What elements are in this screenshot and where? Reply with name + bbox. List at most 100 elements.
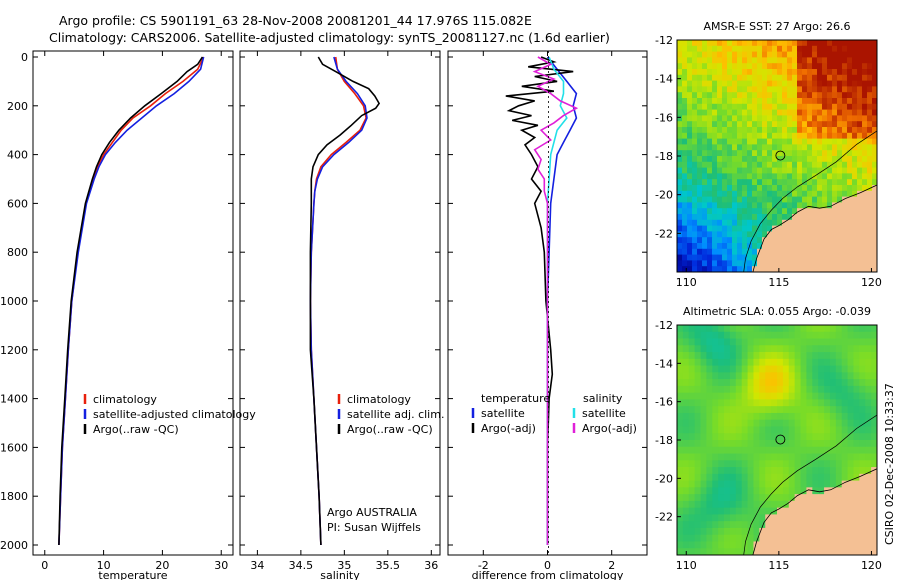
sla_map-cell — [859, 419, 866, 427]
sla_map-cell — [806, 548, 813, 555]
sla_map-cell — [771, 358, 778, 366]
sst_map-cell — [792, 150, 798, 157]
sst_map-cell — [822, 219, 828, 226]
sla_map-cell — [800, 352, 807, 360]
sst_map-cell — [767, 127, 773, 134]
sst_map-cell — [697, 127, 703, 134]
sla_map-cell — [694, 419, 701, 427]
sla_map-cell — [818, 514, 825, 522]
sla_map-cell — [706, 345, 713, 353]
sla_map-cell — [700, 453, 707, 461]
sst_map-cell — [802, 150, 808, 157]
sla_map-cell — [782, 521, 790, 529]
sla_map-cell — [771, 426, 778, 434]
sla_map-cell — [753, 534, 760, 542]
sst_map-cell — [737, 109, 743, 116]
sst_map-cell — [762, 214, 768, 221]
sla_map-cell — [724, 494, 731, 502]
sst_map-cell — [812, 69, 818, 76]
sla_map-cell — [718, 365, 725, 373]
sst_map-cell — [737, 156, 743, 163]
sst_map-cell — [802, 161, 808, 168]
sla_map-cell — [829, 480, 837, 488]
sst_map-cell — [762, 109, 768, 116]
sla_map-cell — [835, 494, 843, 502]
sla_map-cell — [782, 412, 790, 421]
sst_map-cell — [757, 127, 763, 134]
sla_map-cell — [747, 494, 754, 502]
sla_map-cell — [677, 419, 684, 427]
sla_map-cell — [718, 541, 725, 549]
sla_map-cell — [747, 412, 754, 421]
sst_map-cell — [797, 185, 803, 192]
sst_map-cell — [792, 237, 798, 244]
sst_map-cell — [807, 74, 813, 81]
sst_map-cell — [837, 74, 843, 81]
sla_map-cell — [765, 379, 772, 387]
sla_map-cell — [782, 426, 790, 434]
sst_map-cell — [857, 185, 863, 192]
sst_map-cell — [822, 208, 828, 215]
sst_map-cell — [812, 51, 818, 58]
sla_map-cell — [835, 406, 843, 414]
sst_map-cell — [742, 150, 748, 157]
sst_map-cell — [857, 92, 863, 99]
sst_map-cell — [777, 167, 783, 174]
sla_map-cell — [835, 399, 843, 407]
sla_map-cell — [753, 514, 760, 522]
sst_map-cell — [777, 51, 783, 58]
sst_map-cell — [832, 156, 838, 163]
sst_map-cell — [727, 225, 733, 232]
sla_map-cell — [847, 358, 854, 366]
sla_map-cell — [700, 372, 707, 380]
sla_map-cell — [706, 379, 713, 387]
sla_map-cell — [759, 460, 766, 468]
sst_map-cell — [712, 231, 718, 238]
sla_map-cell — [688, 392, 696, 400]
sla_map-cell — [753, 338, 760, 346]
sst_map-cell — [752, 121, 758, 128]
sla_map-cell — [759, 514, 766, 522]
sla_map-cell — [806, 365, 813, 373]
sst_map-cell — [807, 121, 813, 128]
sst_map-cell — [677, 80, 683, 87]
sst_map-cell — [857, 219, 863, 226]
sst_map-shelf-contour — [743, 130, 877, 272]
sst_map-cell — [852, 179, 858, 186]
sla_map-cell — [718, 331, 725, 339]
sla_map-cell — [824, 527, 831, 536]
sst_map-cell — [802, 254, 808, 261]
sst_map-cell — [712, 121, 718, 128]
sla_map-cell — [765, 500, 772, 509]
sst_map-cell — [757, 156, 763, 163]
sla_map-cell — [718, 534, 725, 542]
sla_map-cell — [706, 352, 713, 360]
sst_map-cell — [747, 156, 753, 163]
sst_map-cell — [717, 80, 723, 87]
sst_map-cell — [737, 57, 743, 64]
sst_map-cell — [717, 103, 723, 110]
sst_map-cell — [677, 103, 683, 110]
sla_map-cell — [782, 494, 790, 502]
sla_map-cell — [724, 541, 731, 549]
sla_map-cell — [871, 419, 877, 427]
sst_map-cell — [772, 63, 778, 70]
sla_map-cell — [753, 399, 760, 407]
sst_map-cell — [707, 40, 713, 47]
salinity-legend-1: satellite adj. clim. — [347, 408, 444, 421]
sst_map-cell — [707, 109, 713, 116]
sst_map-cell — [832, 248, 838, 255]
sst_map-cell — [782, 179, 788, 186]
sst_map-cell — [812, 40, 818, 47]
sst_map-cell — [767, 248, 773, 255]
sla_map-cell — [694, 433, 701, 441]
sla_map-cell — [700, 365, 707, 373]
sst_map-cell — [817, 202, 823, 209]
sst_map-cell — [837, 173, 843, 180]
sla_map-cell — [841, 426, 848, 434]
sla_map-cell — [712, 385, 719, 394]
sst_map-cell — [742, 173, 748, 180]
sst_map-cell — [792, 109, 798, 116]
sst_map-cell — [852, 57, 858, 64]
